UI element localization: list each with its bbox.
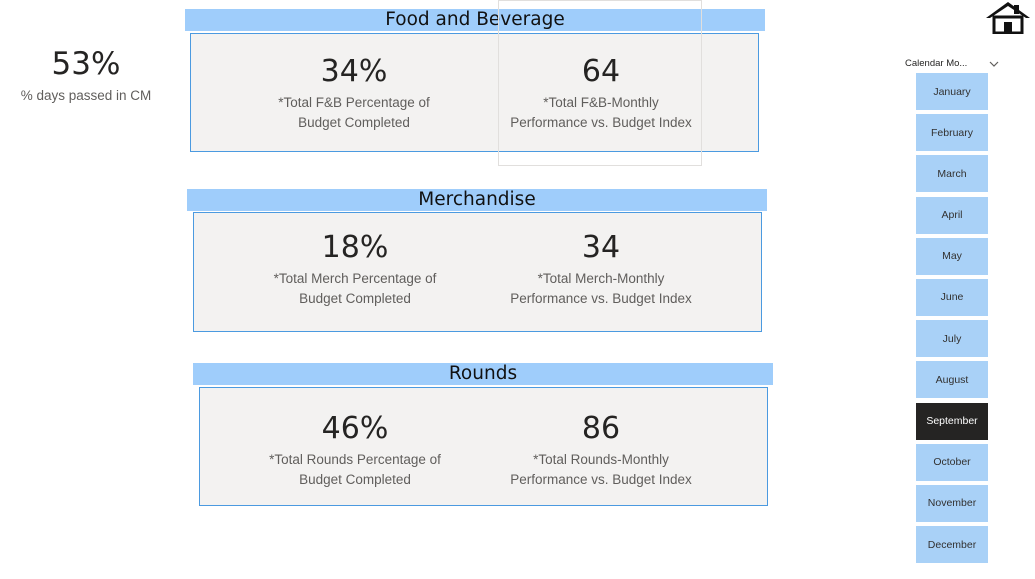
month-december[interactable]: December [916, 526, 988, 564]
fnb-percentage-label-line1: *Total F&B Percentage of [278, 95, 430, 110]
calendar-month-slicer-header[interactable]: Calendar Mo... [903, 55, 1003, 73]
month-september[interactable]: September [916, 402, 988, 440]
rounds-section-title: Rounds [193, 363, 773, 385]
fnb-index-value: 64 [581, 54, 621, 89]
merch-percentage-label-line2: Budget Completed [299, 291, 411, 306]
home-icon[interactable] [984, 0, 1034, 34]
merch-section-title: Merchandise [187, 189, 767, 211]
rounds-index-label-line1: *Total Rounds-Monthly [533, 452, 669, 467]
fnb-index-label-line2: Performance vs. Budget Index [510, 115, 692, 130]
merch-index-metric: 34 *Total Merch-Monthly Performance vs. … [471, 213, 731, 308]
month-july[interactable]: July [916, 320, 988, 358]
month-august[interactable]: August [916, 361, 988, 399]
merch-index-label-line2: Performance vs. Budget Index [510, 291, 692, 306]
fnb-section-title: Food and Beverage [185, 9, 765, 31]
rounds-percentage-metric: 46% *Total Rounds Percentage of Budget C… [225, 388, 485, 489]
merch-percentage-label-line1: *Total Merch Percentage of [273, 271, 437, 286]
month-november[interactable]: November [916, 484, 988, 522]
merch-index-value: 34 [581, 230, 621, 265]
month-may[interactable]: May [916, 237, 988, 275]
rounds-index-value: 86 [581, 411, 621, 446]
rounds-card: 46% *Total Rounds Percentage of Budget C… [199, 387, 768, 506]
month-june[interactable]: June [916, 278, 988, 316]
days-passed-label: % days passed in CM [20, 88, 152, 103]
chevron-down-icon[interactable] [989, 60, 999, 68]
month-february[interactable]: February [916, 114, 988, 152]
merch-card: 18% *Total Merch Percentage of Budget Co… [193, 212, 762, 332]
days-passed-value: 53% [51, 46, 121, 82]
rounds-percentage-label-line1: *Total Rounds Percentage of [269, 452, 441, 467]
fnb-percentage-value: 34% [320, 54, 388, 89]
fnb-index-metric: 64 *Total F&B-Monthly Performance vs. Bu… [471, 34, 731, 132]
rounds-index-label-line2: Performance vs. Budget Index [510, 472, 692, 487]
fnb-percentage-metric: 34% *Total F&B Percentage of Budget Comp… [224, 34, 484, 132]
days-passed-kpi: 53% % days passed in CM [0, 44, 172, 103]
fnb-index-label-line1: *Total F&B-Monthly [543, 95, 659, 110]
fnb-percentage-label-line2: Budget Completed [298, 115, 410, 130]
month-march[interactable]: March [916, 155, 988, 193]
rounds-index-metric: 86 *Total Rounds-Monthly Performance vs.… [471, 388, 731, 489]
month-january[interactable]: January [916, 73, 988, 110]
merch-percentage-metric: 18% *Total Merch Percentage of Budget Co… [225, 213, 485, 308]
rounds-percentage-value: 46% [321, 411, 389, 446]
merch-index-label-line1: *Total Merch-Monthly [537, 271, 665, 286]
month-october[interactable]: October [916, 443, 988, 481]
month-april[interactable]: April [916, 196, 988, 234]
merch-percentage-value: 18% [321, 230, 389, 265]
calendar-month-slicer: January February March April May June Ju… [916, 73, 988, 567]
rounds-percentage-label-line2: Budget Completed [299, 472, 411, 487]
fnb-card: 34% *Total F&B Percentage of Budget Comp… [190, 33, 759, 152]
calendar-month-slicer-title: Calendar Mo... [905, 58, 968, 69]
